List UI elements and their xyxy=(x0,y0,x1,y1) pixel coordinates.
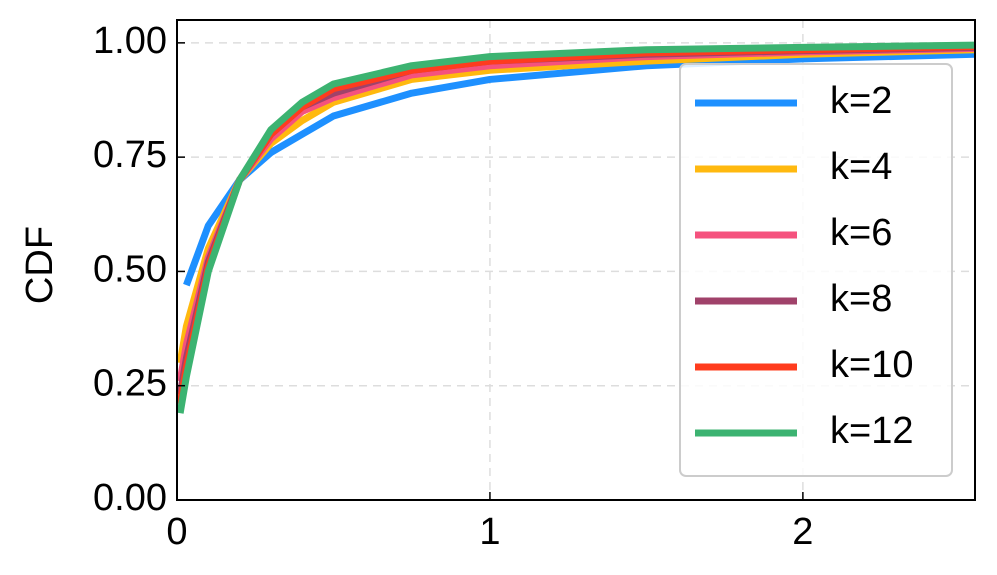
series-line xyxy=(177,41,975,414)
plot-frame xyxy=(176,19,976,501)
legend-label: k=2 xyxy=(830,80,892,122)
y-tick-label: 0.00 xyxy=(93,477,167,519)
x-tick-label: 2 xyxy=(792,511,813,553)
legend: k=2 k=4 k=6 k=8 k=10 k=12 xyxy=(679,63,953,477)
x-tick-label: 1 xyxy=(479,511,500,553)
y-tick-label: 0.50 xyxy=(93,248,167,290)
legend-label: k=8 xyxy=(830,278,892,320)
lines xyxy=(177,41,975,414)
legend-label: k=4 xyxy=(830,146,892,188)
y-tick-label: 0.75 xyxy=(93,134,167,176)
legend-label: k=6 xyxy=(830,212,892,254)
legend-label: k=10 xyxy=(830,344,913,386)
legend-label: k=12 xyxy=(830,410,913,452)
y-axis-label: CDF xyxy=(19,226,61,304)
y-tick-label: 1.00 xyxy=(93,20,167,62)
y-tick-label: 0.25 xyxy=(93,363,167,405)
axes: 0.00 0.25 0.50 0.75 1.00 0 1 2 xyxy=(93,20,813,553)
x-tick-label: 0 xyxy=(166,511,187,553)
